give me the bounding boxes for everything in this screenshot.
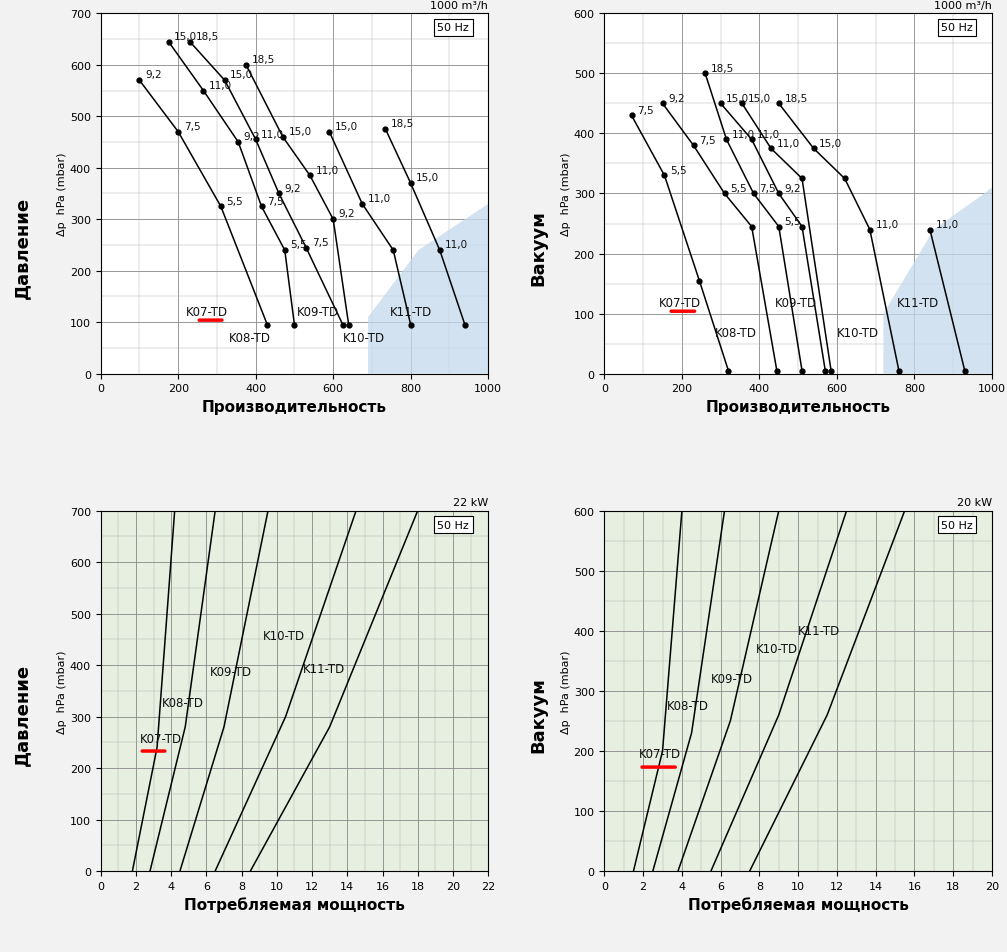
Polygon shape: [883, 188, 992, 374]
Text: 11,0: 11,0: [208, 81, 232, 90]
Polygon shape: [369, 205, 488, 374]
Text: 11,0: 11,0: [445, 240, 468, 250]
Y-axis label: Δp  hPa (mbar): Δp hPa (mbar): [561, 649, 571, 733]
Text: K11-TD: K11-TD: [897, 296, 940, 309]
Text: 5,5: 5,5: [670, 166, 687, 175]
Text: 1000 m³/h: 1000 m³/h: [430, 1, 488, 10]
Text: K11-TD: K11-TD: [390, 306, 432, 319]
Text: K10-TD: K10-TD: [755, 642, 798, 655]
Text: 15,0: 15,0: [726, 93, 749, 104]
Text: 18,5: 18,5: [195, 31, 219, 42]
Text: 11,0: 11,0: [776, 138, 800, 149]
Text: 7,5: 7,5: [267, 196, 284, 207]
Text: 18,5: 18,5: [252, 55, 275, 65]
Text: 15,0: 15,0: [231, 70, 254, 80]
Text: Вакуум: Вакуум: [530, 676, 548, 752]
Text: K10-TD: K10-TD: [343, 331, 386, 345]
Text: 50 Hz: 50 Hz: [437, 520, 469, 530]
Text: K09-TD: K09-TD: [297, 306, 338, 319]
Text: K11-TD: K11-TD: [799, 625, 841, 637]
Text: 9,2: 9,2: [145, 70, 162, 80]
Text: K09-TD: K09-TD: [775, 296, 818, 309]
Text: 15,0: 15,0: [416, 173, 439, 183]
Text: 11,0: 11,0: [757, 129, 780, 140]
Text: 18,5: 18,5: [711, 64, 734, 73]
Y-axis label: Δp  hPa (mbar): Δp hPa (mbar): [57, 649, 67, 733]
X-axis label: Потребляемая мощность: Потребляемая мощность: [688, 897, 908, 912]
Text: K09-TD: K09-TD: [209, 665, 252, 678]
Text: K08-TD: K08-TD: [162, 696, 204, 709]
Text: 9,2: 9,2: [784, 184, 801, 193]
Text: 11,0: 11,0: [368, 194, 391, 204]
Text: 20 kW: 20 kW: [957, 498, 992, 507]
Text: K08-TD: K08-TD: [667, 699, 708, 712]
Text: 50 Hz: 50 Hz: [942, 23, 973, 33]
Text: 1000 m³/h: 1000 m³/h: [934, 1, 992, 10]
Text: K07-TD: K07-TD: [659, 296, 701, 309]
Text: 5,5: 5,5: [227, 196, 243, 207]
Text: 5,5: 5,5: [784, 216, 801, 227]
X-axis label: Потребляемая мощность: Потребляемая мощность: [184, 897, 405, 912]
Text: 7,5: 7,5: [183, 122, 200, 131]
X-axis label: Производительность: Производительность: [202, 400, 387, 414]
Y-axis label: Δp  hPa (mbar): Δp hPa (mbar): [561, 152, 571, 236]
Text: 11,0: 11,0: [936, 220, 959, 229]
Text: 9,2: 9,2: [285, 184, 301, 193]
Text: K10-TD: K10-TD: [263, 629, 305, 643]
Text: 15,0: 15,0: [174, 31, 197, 42]
X-axis label: Производительность: Производительность: [706, 400, 890, 414]
Text: 15,0: 15,0: [335, 122, 358, 131]
Text: 15,0: 15,0: [820, 138, 842, 149]
Text: 22 kW: 22 kW: [453, 498, 488, 507]
Text: 15,0: 15,0: [288, 127, 311, 137]
Text: 18,5: 18,5: [784, 93, 808, 104]
Text: 9,2: 9,2: [244, 132, 261, 142]
Text: K07-TD: K07-TD: [639, 747, 682, 760]
Text: K07-TD: K07-TD: [186, 306, 229, 319]
Text: K10-TD: K10-TD: [837, 327, 879, 340]
Text: Давление: Давление: [13, 196, 31, 299]
Text: 5,5: 5,5: [730, 184, 747, 193]
Text: 11,0: 11,0: [315, 166, 338, 175]
Text: 18,5: 18,5: [391, 119, 414, 129]
Text: Вакуум: Вакуум: [530, 209, 548, 286]
Text: 5,5: 5,5: [290, 240, 307, 250]
Text: 11,0: 11,0: [261, 129, 284, 140]
Text: K09-TD: K09-TD: [711, 672, 753, 685]
Text: K07-TD: K07-TD: [139, 732, 181, 745]
Text: 11,0: 11,0: [875, 220, 898, 229]
Text: 9,2: 9,2: [338, 209, 355, 219]
Text: K11-TD: K11-TD: [303, 663, 345, 676]
Text: 7,5: 7,5: [699, 135, 716, 146]
Text: 7,5: 7,5: [759, 184, 775, 193]
Text: 7,5: 7,5: [637, 106, 654, 115]
Text: K08-TD: K08-TD: [229, 331, 271, 345]
Text: 9,2: 9,2: [668, 93, 685, 104]
Text: 50 Hz: 50 Hz: [437, 23, 469, 33]
Text: Давление: Давление: [13, 663, 31, 765]
Text: 50 Hz: 50 Hz: [942, 520, 973, 530]
Text: 15,0: 15,0: [747, 93, 770, 104]
Y-axis label: Δp  hPa (mbar): Δp hPa (mbar): [57, 152, 67, 236]
Text: K08-TD: K08-TD: [715, 327, 757, 340]
Text: 7,5: 7,5: [311, 237, 328, 248]
Text: 11,0: 11,0: [732, 129, 755, 140]
